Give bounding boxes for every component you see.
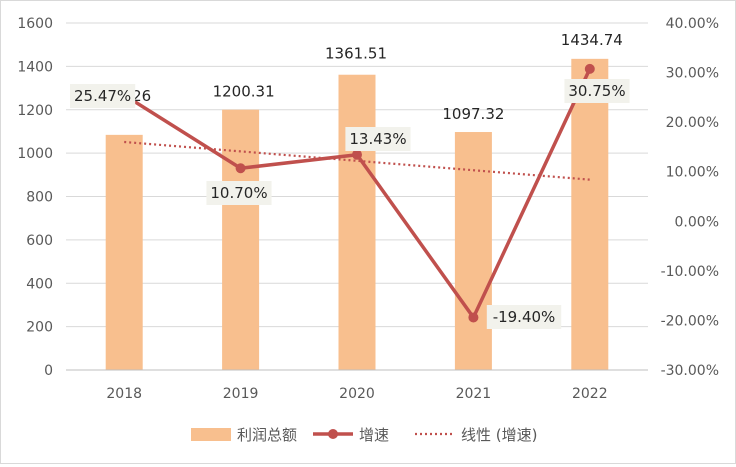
growth-data-label: 13.43% [349,130,406,148]
x-tick-label: 2021 [456,386,492,402]
y-left-tick-label: 1200 [17,103,53,119]
y-right-tick-label: -30.00% [661,363,719,379]
x-tick-label: 2018 [106,386,142,402]
growth-data-label-group: 10.70% [206,181,272,205]
legend-marker-growth [328,429,338,439]
y-right-tick-label: 20.00% [666,115,719,131]
bar[interactable] [454,132,492,370]
bar[interactable] [222,109,260,370]
growth-data-label-box [206,181,272,205]
bar-data-label: 1200.31 [213,83,275,101]
bar-data-label: 1097.32 [442,105,504,123]
y-left-tick-label: 1600 [17,16,53,32]
growth-data-label: -19.40% [493,308,556,326]
y-left-tick-label: 400 [26,276,53,292]
growth-data-label-group: 25.47% [70,84,136,108]
growth-data-label: 25.47% [74,87,131,105]
legend-label-growth: 增速 [359,426,389,444]
y-left-tick-label: 1400 [17,59,53,75]
y-right-tick-label: 0.00% [675,214,719,230]
growth-data-label-box [70,84,136,108]
y-left-tick-label: 0 [44,363,53,379]
x-tick-label: 2020 [339,386,375,402]
bar[interactable] [338,74,376,370]
growth-data-label: 30.75% [568,82,625,100]
y-right-tick-label: 30.00% [666,66,719,82]
y-right-tick-label: 10.00% [666,165,719,181]
y-left-tick-label: 200 [26,320,53,336]
growth-data-label-group: 13.43% [345,127,411,151]
growth-point[interactable] [235,163,246,174]
axes: 0 200 400 600 800 1000 1200 1400 1600 -30.00% -20.… [17,16,719,402]
growth-data-label-box [564,79,630,103]
y-left-tick-label: 600 [26,233,53,249]
growth-point[interactable] [352,149,362,160]
y-right-tick-label: 40.00% [666,16,719,32]
bar-data-label: 1361.51 [325,45,387,63]
bar-series [105,58,609,371]
x-tick-label: 2022 [572,386,608,402]
legend-swatch-profit [191,428,231,441]
y-right-tick-label: -20.00% [661,313,719,329]
bar[interactable] [105,134,143,370]
bar-data-label: 1434.74 [561,31,623,49]
line-data-labels: 25.47% 10.70% 13.43% -19.40% 30.75% [70,79,630,329]
y-right-tick-label: -10.00% [661,264,719,280]
growth-data-label-box [486,305,562,329]
growth-data-label-box [345,127,411,151]
growth-data-label-group: -19.40% [486,305,562,329]
legend: 利润总额 增速 线性 (增速) [191,426,537,444]
legend-label-profit: 利润总额 [237,426,297,444]
growth-point[interactable] [584,63,595,74]
growth-data-label: 10.70% [210,184,267,202]
x-tick-label: 2019 [223,386,259,402]
legend-label-trend: 线性 (增速) [461,426,537,444]
bar[interactable] [571,58,609,371]
y-left-tick-label: 800 [26,190,53,206]
growth-data-label-group: 30.75% [564,79,630,103]
growth-point[interactable] [468,312,479,323]
y-left-tick-label: 1000 [17,146,53,162]
